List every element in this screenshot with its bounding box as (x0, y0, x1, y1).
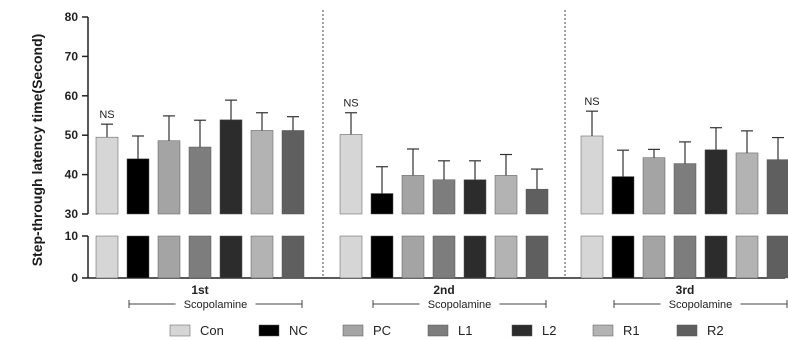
bar-base-R1-2nd (494, 235, 518, 279)
bar-base-Con-1st (95, 235, 119, 279)
legend-swatch-NC (258, 324, 280, 337)
bar-L1-1st (188, 146, 212, 215)
legend-label-L1: L1 (458, 323, 472, 338)
ns-annotation: NS (99, 109, 114, 121)
bar-NC-1st (126, 158, 150, 215)
legend-label-NC: NC (289, 323, 308, 338)
bar-base-PC-2nd (401, 235, 425, 279)
bar-base-L1-2nd (432, 235, 456, 279)
y-tick-label: 80 (65, 10, 79, 24)
bar-base-R1-1st (250, 235, 274, 279)
legend-swatch-R2 (676, 324, 698, 337)
group-label-1st: 1st (191, 283, 208, 297)
y-tick-label: 0 (71, 271, 78, 285)
ns-annotation: NS (343, 98, 358, 110)
scopolamine-label: Scopolamine (669, 299, 733, 311)
bar-base-L2-1st (219, 235, 243, 279)
bar-L1-3rd (673, 163, 697, 215)
bar-base-R2-2nd (525, 235, 549, 279)
bar-base-L1-1st (188, 235, 212, 279)
bar-base-R1-3rd (735, 235, 759, 279)
y-tick-label: 30 (65, 207, 79, 221)
legend-swatch-L1 (427, 324, 449, 337)
bracket-label-bg (175, 297, 256, 311)
bar-L2-2nd (463, 179, 487, 215)
legend-swatch-R1 (592, 324, 614, 337)
bar-R2-2nd (525, 188, 549, 215)
bar-Con-1st (95, 136, 119, 215)
bar-base-PC-1st (157, 235, 181, 279)
bar-L2-1st (219, 119, 243, 215)
bar-PC-3rd (642, 157, 666, 215)
legend-swatch-PC (342, 324, 364, 337)
bar-base-L2-3rd (704, 235, 728, 279)
legend-swatch-L2 (511, 324, 533, 337)
bar-PC-1st (157, 140, 181, 215)
bar-base-NC-1st (126, 235, 150, 279)
legend-swatch-Con (169, 324, 191, 337)
bar-L1-2nd (432, 179, 456, 215)
group-labels: 1st Scopolamine 2nd Scopolamine 3rd Scopolami… (128, 283, 788, 311)
bar-R1-1st (250, 130, 274, 215)
bar-base-L2-2nd (463, 235, 487, 279)
bar-R1-2nd (494, 175, 518, 215)
bracket-label-bg (419, 297, 500, 311)
bar-NC-3rd (611, 176, 635, 215)
bar-base-NC-3rd (611, 235, 635, 279)
bar-Con-3rd (580, 135, 604, 215)
y-tick-label: 70 (65, 49, 79, 63)
bar-R2-1st (281, 130, 305, 215)
bar-R2-3rd (766, 159, 788, 215)
ns-annotation: NS (584, 96, 599, 108)
bar-R1-3rd (735, 152, 759, 215)
bar-base-PC-3rd (642, 235, 666, 279)
legend-label-Con: Con (200, 323, 224, 338)
y-tick-label: 60 (65, 89, 79, 103)
y-tick-label: 50 (65, 128, 79, 142)
y-axis-label: Step-through latency time(Second) (29, 34, 45, 267)
bar-base-Con-2nd (339, 235, 363, 279)
bar-base-L1-3rd (673, 235, 697, 279)
legend-label-R2: R2 (707, 323, 724, 338)
legend-label-PC: PC (373, 323, 391, 338)
bracket-label-bg (660, 297, 741, 311)
bar-base-NC-2nd (370, 235, 394, 279)
group-label-2nd: 2nd (433, 283, 454, 297)
bar-base-R2-1st (281, 235, 305, 279)
legend: Con NC PC L1 L2 R1 R2 (169, 323, 724, 338)
bar-PC-2nd (401, 175, 425, 215)
scopolamine-label: Scopolamine (428, 299, 492, 311)
bar-NC-2nd (370, 193, 394, 215)
group-label-3rd: 3rd (676, 283, 695, 297)
scopolamine-label: Scopolamine (184, 299, 248, 311)
bar-L2-3rd (704, 149, 728, 215)
bar-Con-2nd (339, 134, 363, 215)
legend-label-R1: R1 (623, 323, 640, 338)
legend-label-L2: L2 (542, 323, 556, 338)
bars: NS NS NS (95, 96, 788, 279)
y-tick-label: 40 (65, 168, 79, 182)
y-tick-label: 10 (65, 229, 79, 243)
bar-base-R2-3rd (766, 235, 788, 279)
bar-base-Con-3rd (580, 235, 604, 279)
